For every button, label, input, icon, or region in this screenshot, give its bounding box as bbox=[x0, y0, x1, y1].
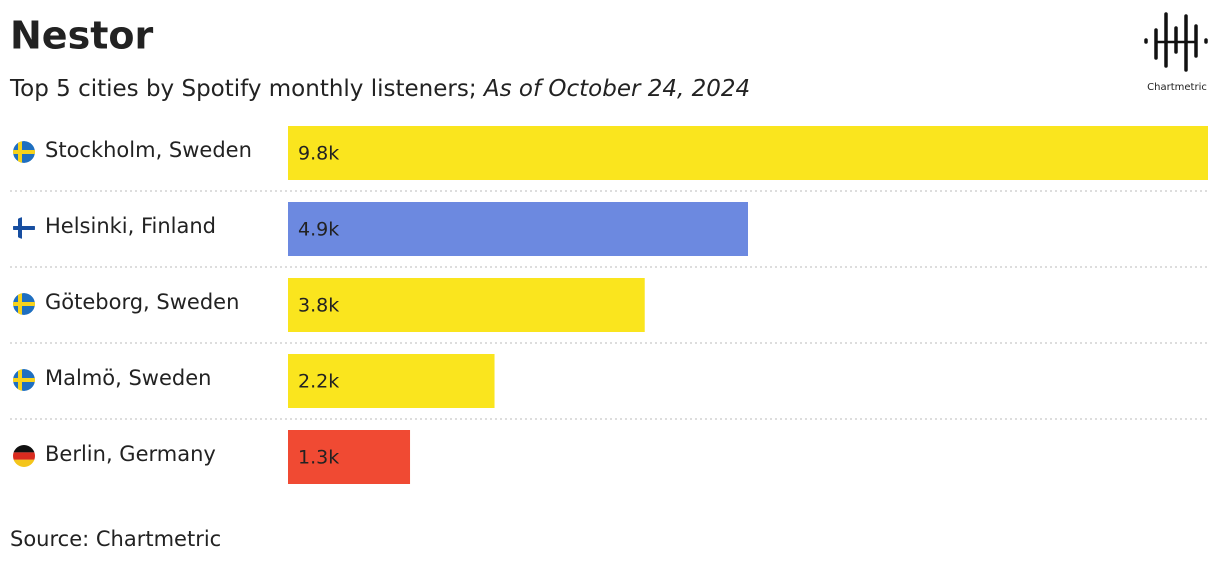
flag bbox=[13, 217, 35, 239]
bar bbox=[288, 126, 1208, 180]
flag-cross bbox=[13, 302, 35, 306]
flag-cross bbox=[18, 293, 22, 315]
category-label: Göteborg, Sweden bbox=[45, 290, 239, 314]
flag-cross bbox=[13, 378, 35, 382]
flag-cross bbox=[13, 226, 35, 230]
flag bbox=[13, 141, 35, 163]
flag-cross bbox=[18, 369, 22, 391]
bar bbox=[288, 278, 645, 332]
flag-cross bbox=[13, 150, 35, 154]
flag-cross bbox=[18, 217, 22, 239]
flag-band bbox=[13, 459, 35, 467]
flag-cross bbox=[18, 141, 22, 163]
category-label: Malmö, Sweden bbox=[45, 366, 211, 390]
value-label: 3.8k bbox=[298, 295, 339, 317]
date-note: As of October 24, 2024 bbox=[482, 76, 750, 102]
bar bbox=[288, 202, 748, 256]
value-label: 1.3k bbox=[298, 447, 339, 469]
flag bbox=[13, 445, 35, 467]
flag bbox=[13, 369, 35, 391]
subtitle: Top 5 cities by Spotify monthly listener… bbox=[9, 76, 484, 102]
bar bbox=[288, 354, 495, 408]
chart-title: Nestor bbox=[10, 14, 153, 58]
category-label: Stockholm, Sweden bbox=[45, 138, 252, 162]
flag-band bbox=[13, 452, 35, 460]
category-label: Helsinki, Finland bbox=[45, 214, 216, 238]
logo bbox=[1144, 12, 1208, 72]
source-note: Source: Chartmetric bbox=[10, 527, 221, 551]
logo-text: Chartmetric bbox=[1147, 82, 1207, 93]
value-label: 9.8k bbox=[298, 143, 339, 165]
category-label: Berlin, Germany bbox=[45, 442, 216, 466]
flag-band bbox=[13, 445, 35, 453]
bar bbox=[288, 430, 411, 484]
chart-subtitle: Top 5 cities by Spotify monthly listener… bbox=[9, 76, 750, 102]
value-label: 4.9k bbox=[298, 219, 339, 241]
flag bbox=[13, 293, 35, 315]
value-label: 2.2k bbox=[298, 371, 339, 393]
